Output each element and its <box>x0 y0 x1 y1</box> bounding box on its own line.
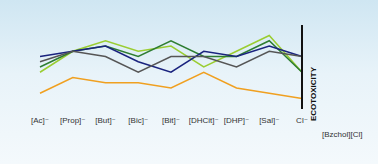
svg-text:[DHCit]⁻: [DHCit]⁻ <box>189 116 219 125</box>
svg-text:ECOTOXICITY: ECOTOXICITY <box>309 66 318 121</box>
svg-text:Cl⁻: Cl⁻ <box>296 116 308 125</box>
svg-text:[But]⁻: [But]⁻ <box>95 116 116 125</box>
svg-text:[Bic]⁻: [Bic]⁻ <box>128 116 148 125</box>
svg-text:[Bit]⁻: [Bit]⁻ <box>162 116 180 125</box>
svg-text:[DHP]⁻: [DHP]⁻ <box>224 116 250 125</box>
html-text:[Bzchol][Cl]: [Bzchol][Cl] <box>322 130 363 139</box>
svg-text:[Ac]⁻: [Ac]⁻ <box>31 116 49 125</box>
svg-text:[Prop]⁻: [Prop]⁻ <box>60 116 86 125</box>
svg-text:[Sal]⁻: [Sal]⁻ <box>259 116 279 125</box>
